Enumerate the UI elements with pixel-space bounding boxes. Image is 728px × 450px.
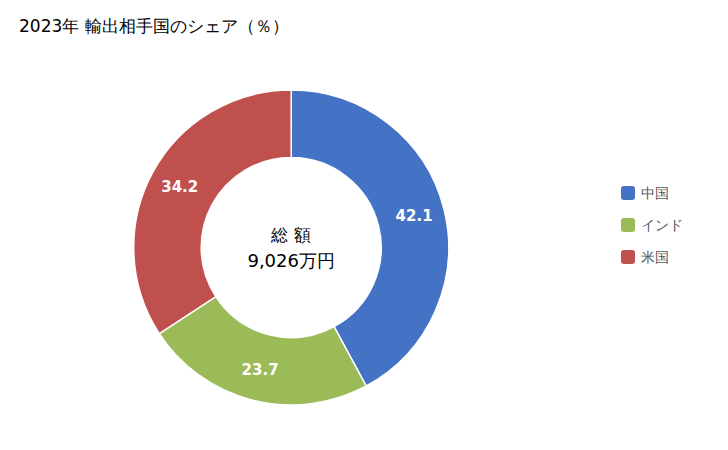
svg-text:インド: インド — [641, 217, 683, 233]
svg-text:米国: 米国 — [641, 249, 669, 265]
svg-text:34.2: 34.2 — [161, 178, 198, 196]
svg-text:9,026万円: 9,026万円 — [247, 250, 335, 271]
svg-text:中国: 中国 — [641, 185, 669, 201]
svg-text:総 額: 総 額 — [270, 225, 310, 245]
svg-text:2023年 輸出相手国のシェア（％）: 2023年 輸出相手国のシェア（％） — [19, 16, 289, 36]
svg-text:42.1: 42.1 — [396, 207, 433, 225]
svg-text:23.7: 23.7 — [242, 361, 279, 379]
